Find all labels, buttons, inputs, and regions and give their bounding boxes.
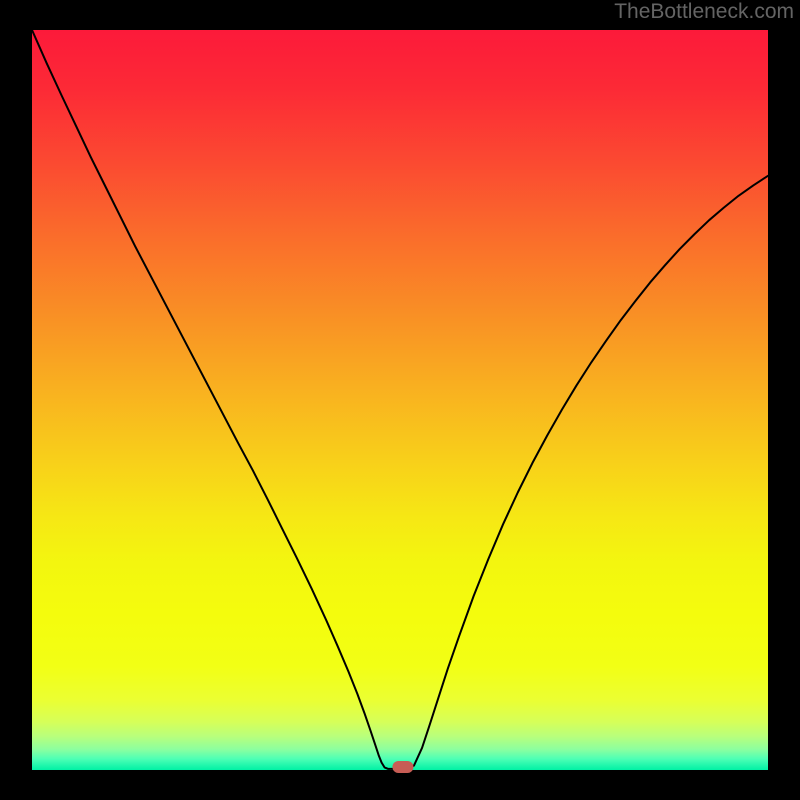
plot-area [32,30,768,770]
watermark-text: TheBottleneck.com [614,0,794,24]
chart-svg [0,0,800,800]
chart-container: { "watermark": { "text": "TheBottleneck.… [0,0,800,800]
optimum-marker [392,761,413,773]
